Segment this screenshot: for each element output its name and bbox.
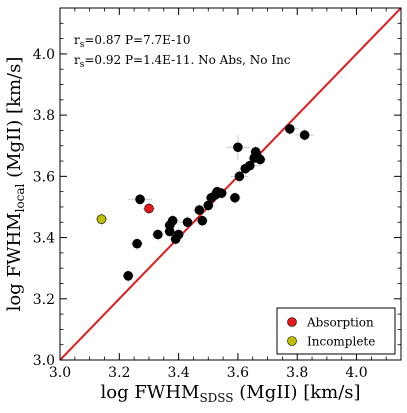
- y-tick-label: 3.8: [33, 108, 55, 124]
- annotation-subscript: s: [80, 60, 85, 70]
- x-axis-label-sub: SDSS: [199, 391, 233, 405]
- data-point: [255, 154, 265, 165]
- data-point: [123, 271, 133, 281]
- data-point: [299, 130, 310, 140]
- legend-box: [276, 307, 396, 355]
- points-layer: [96, 124, 310, 281]
- one-to-one-line-layer: [60, 8, 401, 360]
- data-point: [144, 203, 154, 214]
- axis-labels-layer: log FWHMSDSS (MgII) [km/s]log FWHMlocal …: [4, 57, 361, 405]
- errorbars-layer: [95, 122, 314, 282]
- y-axis-label-sub: local: [13, 183, 27, 212]
- data-point: [167, 215, 178, 226]
- legend-marker: [287, 336, 297, 346]
- data-point: [230, 192, 240, 203]
- y-axis-label: log FWHMlocal (MgII) [km/s]: [4, 57, 27, 312]
- data-point: [173, 229, 184, 240]
- y-tick-label: 3.0: [33, 353, 55, 369]
- x-axis-label-main: log FWHM: [100, 382, 199, 403]
- y-axis-label-tail: (MgII) [km/s]: [4, 57, 25, 184]
- y-tick-label: 3.4: [33, 231, 55, 247]
- ticks-layer: 3.0 3.2 3.4 3.6 3.8 4.0 3.0 3.2 3.4 3.6 3.8 4.0: [33, 7, 402, 381]
- plot-frame: [59, 7, 402, 361]
- y-axis-label-main: log FWHM: [4, 212, 25, 311]
- data-point: [244, 160, 255, 171]
- x-tick-label: 3.8: [286, 365, 308, 381]
- annotation-prefix: r: [74, 33, 80, 47]
- y-tick-label: 3.6: [33, 169, 55, 185]
- x-tick-label: 4.0: [345, 365, 367, 381]
- x-tick-label: 3.0: [49, 365, 71, 381]
- data-point: [233, 142, 243, 153]
- y-tick-label: 3.2: [33, 292, 55, 308]
- legend-label: Absorption: [306, 316, 374, 330]
- annotation-rest: =0.92 P=1.4E-11. No Abs, No Inc: [84, 53, 290, 67]
- x-axis-label-tail: (MgII) [km/s]: [234, 382, 361, 403]
- x-axis-label: log FWHMSDSS (MgII) [km/s]: [100, 382, 360, 405]
- data-point: [96, 214, 107, 224]
- annotation-rest: =0.87 P=7.7E-10: [84, 33, 190, 47]
- legend-marker: [287, 317, 297, 327]
- data-point: [132, 238, 142, 249]
- data-point: [197, 215, 208, 226]
- x-tick-label: 3.6: [227, 365, 249, 381]
- data-point: [285, 124, 295, 134]
- annotation-subscript: s: [80, 40, 85, 50]
- correlation-annotation: rs=0.87 P=7.7E-10: [74, 33, 190, 50]
- data-point: [194, 205, 205, 215]
- data-point: [182, 217, 193, 228]
- legend: Absorption Incomplete: [276, 307, 396, 355]
- data-point: [234, 171, 245, 182]
- x-tick-label: 3.4: [167, 365, 189, 381]
- x-tick-label: 3.2: [108, 365, 130, 381]
- data-point: [153, 229, 163, 240]
- one-to-one-line: [60, 8, 401, 360]
- y-tick-label: 4.0: [33, 47, 55, 63]
- correlation-annotation: rs=0.92 P=1.4E-11. No Abs, No Inc: [74, 53, 291, 70]
- legend-label: Incomplete: [307, 335, 375, 349]
- data-point: [164, 226, 175, 237]
- annotation-prefix: r: [74, 53, 80, 67]
- data-point: [135, 194, 145, 205]
- data-point: [216, 188, 227, 198]
